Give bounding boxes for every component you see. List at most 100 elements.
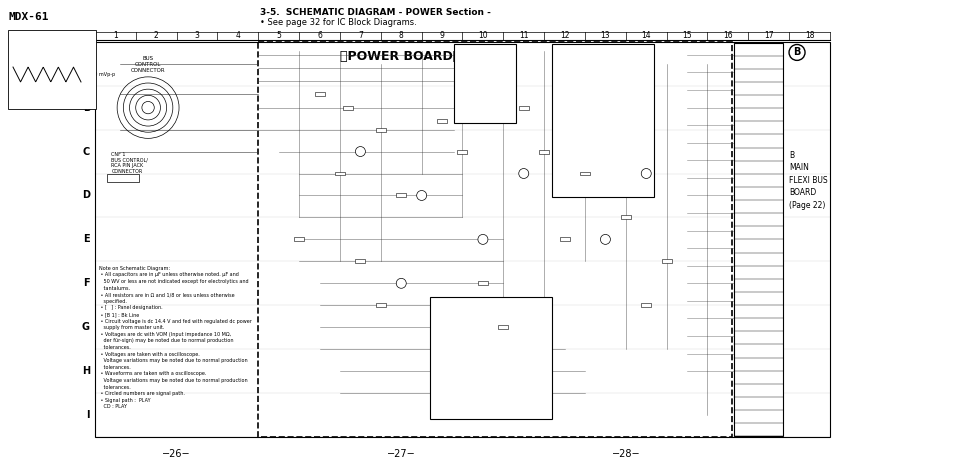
Text: 23: 23 bbox=[738, 138, 743, 143]
Text: G: G bbox=[82, 322, 90, 332]
Bar bbox=[538, 149, 549, 154]
Text: 10: 10 bbox=[477, 31, 487, 40]
Text: B
MAIN
FLEXI BUS
BOARD
(Page 22): B MAIN FLEXI BUS BOARD (Page 22) bbox=[788, 151, 827, 210]
Text: 2: 2 bbox=[738, 414, 740, 419]
Bar bbox=[457, 149, 467, 154]
Text: BUS
CONTROL
CONNECTOR: BUS CONTROL CONNECTOR bbox=[131, 56, 165, 73]
Text: 4: 4 bbox=[235, 31, 240, 40]
Bar bbox=[518, 106, 528, 110]
Bar bbox=[294, 237, 304, 242]
Text: 【POWER BOARD】: 【POWER BOARD】 bbox=[340, 50, 460, 63]
Bar bbox=[8, 30, 96, 109]
Circle shape bbox=[599, 235, 610, 244]
Text: H: H bbox=[82, 366, 90, 376]
Text: 20: 20 bbox=[738, 178, 743, 183]
Text: 13: 13 bbox=[738, 270, 743, 275]
Circle shape bbox=[518, 169, 528, 178]
Text: 5: 5 bbox=[276, 31, 281, 40]
Circle shape bbox=[355, 147, 365, 156]
Text: 28: 28 bbox=[738, 73, 743, 78]
Text: 15: 15 bbox=[681, 31, 691, 40]
Text: LINE   SLAVE: LINE SLAVE bbox=[108, 175, 139, 180]
Text: 5: 5 bbox=[738, 375, 740, 380]
Text: IC800
LINE AMP: IC800 LINE AMP bbox=[580, 50, 625, 71]
Text: 3: 3 bbox=[738, 401, 740, 406]
Bar bbox=[559, 237, 569, 242]
Text: 7: 7 bbox=[738, 349, 740, 354]
Text: F: F bbox=[83, 278, 90, 288]
Text: 6: 6 bbox=[738, 362, 740, 366]
Text: 7: 7 bbox=[357, 31, 362, 40]
Bar bbox=[579, 171, 589, 176]
Text: • Waveforms: • Waveforms bbox=[10, 34, 51, 39]
Text: 9: 9 bbox=[738, 322, 740, 327]
Text: 1: 1 bbox=[738, 427, 740, 432]
Text: 22: 22 bbox=[738, 152, 743, 157]
Text: 9: 9 bbox=[439, 31, 444, 40]
Text: 30: 30 bbox=[738, 47, 743, 52]
Text: 16: 16 bbox=[722, 31, 732, 40]
Text: 620 mVp-p: 620 mVp-p bbox=[88, 72, 115, 77]
Text: MDX-61: MDX-61 bbox=[8, 12, 49, 22]
Text: 26: 26 bbox=[738, 99, 743, 104]
Bar bbox=[375, 128, 385, 131]
Bar bbox=[395, 194, 406, 197]
Circle shape bbox=[395, 278, 406, 288]
Bar bbox=[552, 44, 654, 197]
Text: C: C bbox=[83, 147, 90, 157]
Circle shape bbox=[416, 190, 426, 201]
Bar bbox=[733, 42, 782, 437]
Text: 18: 18 bbox=[804, 31, 814, 40]
Text: 17: 17 bbox=[738, 217, 743, 222]
Bar bbox=[661, 260, 671, 263]
Bar bbox=[95, 41, 829, 437]
Bar bbox=[640, 303, 651, 307]
Text: B: B bbox=[83, 103, 90, 112]
Text: 21: 21 bbox=[738, 165, 743, 170]
Text: 29: 29 bbox=[738, 60, 743, 65]
Bar bbox=[335, 171, 345, 176]
Bar bbox=[258, 42, 731, 437]
Text: −27−: −27− bbox=[387, 449, 416, 459]
Text: 6: 6 bbox=[316, 31, 322, 40]
Bar bbox=[477, 281, 487, 285]
Circle shape bbox=[477, 235, 487, 244]
Text: 2: 2 bbox=[153, 31, 158, 40]
Text: Note on Schematic Diagram:
 • All capacitors are in μF unless otherwise noted. μ: Note on Schematic Diagram: • All capacit… bbox=[99, 266, 252, 409]
Text: 18: 18 bbox=[738, 204, 743, 209]
Bar bbox=[454, 44, 515, 123]
Text: 11: 11 bbox=[518, 31, 528, 40]
Text: • See page 32 for IC Block Diagrams.: • See page 32 for IC Block Diagrams. bbox=[260, 18, 416, 27]
Text: D: D bbox=[82, 190, 90, 201]
Text: IC900: IC900 bbox=[470, 52, 498, 61]
Text: 11: 11 bbox=[738, 296, 743, 301]
Text: I: I bbox=[87, 410, 90, 420]
Bar bbox=[436, 119, 447, 123]
Text: 12: 12 bbox=[738, 283, 743, 288]
Text: 3: 3 bbox=[194, 31, 199, 40]
Text: 12: 12 bbox=[559, 31, 569, 40]
Bar bbox=[343, 106, 353, 110]
Text: 2.2 μsec: 2.2 μsec bbox=[26, 101, 46, 106]
Text: 8: 8 bbox=[398, 31, 403, 40]
Text: 10: 10 bbox=[738, 309, 743, 314]
Text: E: E bbox=[83, 234, 90, 244]
Circle shape bbox=[640, 169, 651, 178]
Bar bbox=[497, 325, 508, 329]
Text: 8: 8 bbox=[738, 336, 740, 340]
Text: 14: 14 bbox=[738, 257, 743, 262]
Text: IC950
REGULATOR
CIRCUIT: IC950 REGULATOR CIRCUIT bbox=[462, 302, 518, 335]
Bar bbox=[107, 174, 139, 182]
Text: 14: 14 bbox=[640, 31, 650, 40]
Text: 13: 13 bbox=[600, 31, 610, 40]
Text: 1: 1 bbox=[112, 31, 117, 40]
Text: −26−: −26− bbox=[162, 449, 191, 459]
Text: 3-5.  SCHEMATIC DIAGRAM - POWER Section -: 3-5. SCHEMATIC DIAGRAM - POWER Section - bbox=[260, 8, 491, 17]
Text: 16: 16 bbox=[738, 230, 743, 236]
Text: 15: 15 bbox=[738, 243, 743, 248]
Text: CNF 1
BUS CONTROL/
RCA PIN JACK
CONNECTOR: CNF 1 BUS CONTROL/ RCA PIN JACK CONNECTO… bbox=[112, 152, 148, 174]
Text: B: B bbox=[793, 47, 800, 58]
Bar bbox=[620, 215, 630, 219]
Bar bbox=[430, 296, 552, 420]
Bar bbox=[375, 303, 385, 307]
